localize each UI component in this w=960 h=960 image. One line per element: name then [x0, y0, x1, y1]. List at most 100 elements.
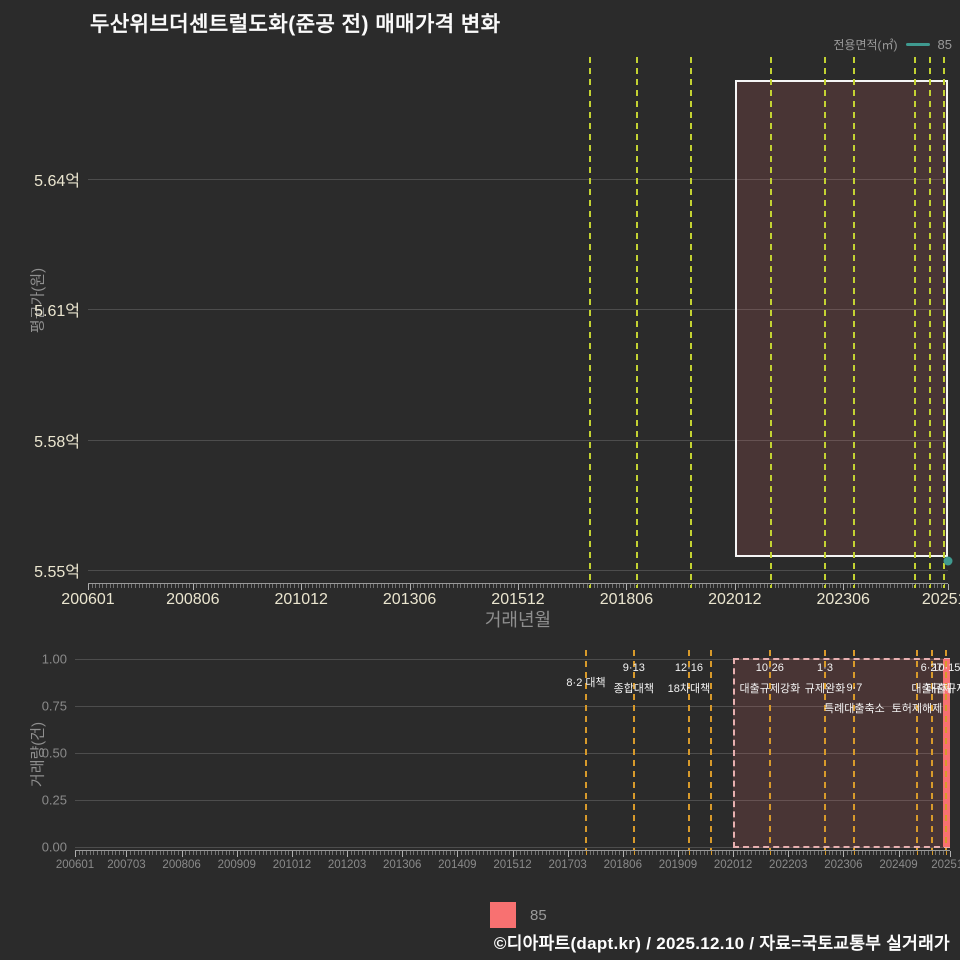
axis-month-tick [864, 584, 866, 588]
axis-month-tick [773, 851, 775, 855]
axis-month-tick [251, 851, 253, 855]
axis-month-tick [688, 851, 690, 855]
axis-month-tick [554, 584, 556, 588]
axis-month-tick [326, 584, 328, 588]
axis-month-tick [141, 851, 143, 855]
price-series-line-swatch [905, 43, 930, 46]
axis-month-tick [828, 851, 830, 855]
axis-month-tick [673, 584, 675, 588]
axis-month-tick [512, 851, 514, 857]
y-tick-label: 5.61억 [34, 303, 80, 321]
axis-month-tick [111, 851, 113, 855]
axis-month-tick [608, 851, 610, 855]
y-tick-label: 0.50 [41, 745, 67, 761]
axis-month-tick [424, 851, 426, 855]
axis-month-tick [530, 851, 532, 855]
axis-month-tick [847, 851, 849, 855]
axis-month-tick [572, 584, 574, 588]
axis-month-tick [435, 851, 437, 855]
axis-month-tick [749, 584, 751, 588]
axis-month-tick [508, 851, 510, 855]
axis-month-tick [698, 584, 700, 588]
y-gridline [75, 847, 950, 848]
axis-month-tick [789, 584, 790, 588]
axis-month-tick [644, 851, 646, 855]
axis-month-tick [159, 851, 161, 855]
axis-month-tick [424, 584, 426, 588]
policy-annotation: 8·2 대책 [566, 677, 606, 689]
axis-month-tick [659, 851, 661, 855]
axis-month-tick [240, 851, 242, 855]
bottom-legend[interactable]: 85 [490, 902, 547, 928]
axis-month-tick [893, 584, 895, 588]
axis-month-tick [149, 584, 151, 588]
axis-month-tick [91, 584, 93, 588]
axis-month-tick [560, 851, 562, 855]
axis-month-tick [373, 584, 375, 588]
axis-month-tick [905, 851, 907, 855]
axis-month-tick [416, 851, 418, 855]
axis-month-tick [796, 584, 798, 588]
axis-month-tick [948, 584, 949, 590]
axis-month-tick [521, 584, 523, 588]
axis-month-tick [291, 851, 293, 857]
top-legend[interactable]: 전용면적(㎡) 85 [833, 36, 952, 53]
axis-month-tick [137, 851, 139, 855]
axis-month-tick [615, 851, 617, 855]
axis-month-tick [760, 584, 762, 588]
axis-month-tick [218, 851, 220, 855]
policy-annotation: 대출규제강화 [739, 683, 801, 695]
axis-month-tick [312, 584, 314, 588]
axis-month-tick [449, 584, 451, 588]
x-tick-label: 201512 [493, 859, 532, 871]
axis-month-tick [350, 851, 352, 855]
axis-month-tick [897, 584, 899, 588]
axis-month-tick [567, 851, 569, 857]
axis-month-tick [904, 584, 906, 588]
axis-month-tick [836, 851, 838, 855]
axis-month-tick [575, 851, 576, 855]
axis-month-tick [857, 584, 859, 588]
axis-month-tick [505, 851, 507, 855]
policy-date-line [943, 57, 946, 588]
axis-month-tick [781, 584, 783, 588]
axis-month-tick [236, 851, 238, 857]
axis-month-tick [861, 851, 863, 855]
axis-month-tick [207, 851, 209, 855]
page-title: 두산위브더센트럴도화(준공 전) 매매가격 변화 [90, 13, 501, 36]
axis-month-tick [702, 584, 704, 588]
axis-month-tick [254, 584, 256, 588]
axis-month-tick [720, 584, 722, 588]
axis-month-tick [497, 851, 499, 855]
axis-month-tick [115, 851, 117, 855]
axis-month-tick [758, 851, 760, 855]
axis-month-tick [700, 851, 701, 855]
y-gridline [75, 659, 950, 660]
x-tick-label: 200601 [55, 859, 95, 871]
axis-month-tick [731, 584, 733, 588]
axis-month-tick [221, 584, 223, 588]
axis-month-tick [86, 851, 88, 855]
axis-month-tick [767, 584, 769, 588]
axis-month-tick [556, 851, 558, 855]
x-tick-label: 201703 [548, 859, 587, 871]
axis-month-tick [872, 584, 874, 588]
axis-month-tick [780, 851, 782, 855]
axis-month-tick [365, 851, 367, 855]
axis-month-tick [297, 584, 299, 588]
axis-month-tick [937, 584, 939, 588]
policy-annotation: 토허제해제 [891, 703, 943, 715]
axis-month-tick [445, 584, 447, 588]
axis-month-tick [244, 851, 246, 855]
axis-month-tick [391, 851, 393, 855]
axis-month-tick [257, 584, 259, 588]
axis-month-tick [394, 851, 396, 855]
policy-date-line [632, 650, 635, 850]
axis-month-tick [383, 851, 385, 855]
axis-month-tick [438, 584, 440, 588]
axis-month-tick [644, 584, 646, 588]
axis-month-tick [75, 851, 76, 857]
axis-month-tick [361, 851, 363, 855]
axis-month-tick [901, 584, 903, 588]
axis-month-tick [211, 851, 213, 855]
